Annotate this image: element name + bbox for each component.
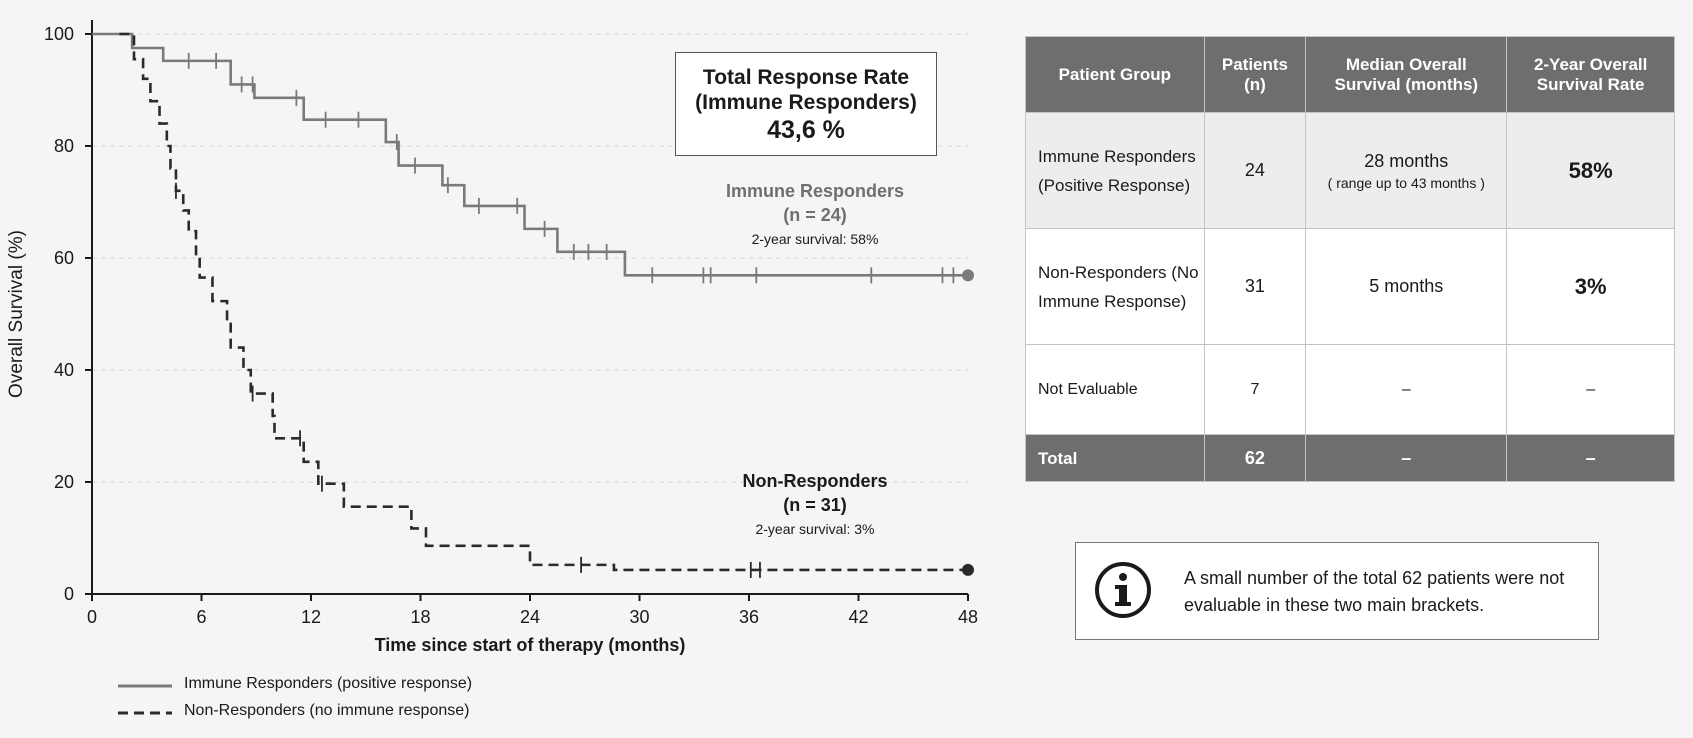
total-patients: 62 xyxy=(1203,434,1307,482)
x-tick-label: 12 xyxy=(301,607,321,627)
annotation-nonresponders-n: (n = 31) xyxy=(783,495,847,515)
summary-table: Patient Group Patients (n) Median Overal… xyxy=(1025,36,1675,482)
row-rate: 58% xyxy=(1506,112,1675,229)
table-row: Immune Responders (Positive Response) 24… xyxy=(1025,112,1675,229)
endpoint-marker-nonresponders xyxy=(962,563,974,576)
info-note: A small number of the total 62 patients … xyxy=(1075,542,1599,640)
annotation-responders-title: Immune Responders xyxy=(726,181,904,201)
x-tick-label: 48 xyxy=(958,607,978,627)
table-row: Non-Responders (No Immune Response) 31 5… xyxy=(1025,228,1675,345)
total-label: Total xyxy=(1025,434,1205,482)
row-median: – xyxy=(1305,344,1508,435)
survival-curve-responders xyxy=(92,32,968,277)
total-median: – xyxy=(1305,434,1508,482)
row-group: Non-Responders (No Immune Response) xyxy=(1025,228,1205,345)
row-median-value: 28 months xyxy=(1364,150,1449,171)
legend-swatch-responders xyxy=(118,684,172,688)
table-header-row: Patient Group Patients (n) Median Overal… xyxy=(1025,36,1675,113)
x-axis-label: Time since start of therapy (months) xyxy=(375,635,686,655)
info-note-text: A small number of the total 62 patients … xyxy=(1184,568,1565,615)
row-median: 28 months ( range up to 43 months ) xyxy=(1305,112,1508,229)
y-tick-label: 40 xyxy=(54,360,74,380)
row-median-note: ( range up to 43 months ) xyxy=(1327,174,1485,191)
row-median: 5 months xyxy=(1305,228,1508,345)
annotation-nonresponders-title: Non-Responders xyxy=(742,471,887,491)
x-tick-label: 30 xyxy=(629,607,649,627)
row-patients: 24 xyxy=(1203,112,1307,229)
legend-label-responders: Immune Responders (positive response) xyxy=(184,675,473,692)
x-tick-label: 36 xyxy=(739,607,759,627)
header-two-year-rate: 2-Year Overall Survival Rate xyxy=(1506,36,1675,113)
y-tick-label: 0 xyxy=(64,584,74,604)
response-rate-box: Total Response Rate (Immune Responders) … xyxy=(675,52,937,156)
endpoint-marker-responders xyxy=(962,269,974,282)
annotation-responders-n: (n = 24) xyxy=(783,205,847,225)
response-rate-value: 43,6 % xyxy=(767,116,845,144)
response-rate-title: Total Response Rate (Immune Responders) xyxy=(695,66,917,114)
row-rate: – xyxy=(1506,344,1675,435)
x-tick-label: 6 xyxy=(196,607,206,627)
x-tick-label: 42 xyxy=(848,607,868,627)
row-patients: 31 xyxy=(1203,228,1307,345)
row-rate: 3% xyxy=(1506,228,1675,345)
header-median-survival: Median Overall Survival (months) xyxy=(1305,36,1508,113)
header-patient-group: Patient Group xyxy=(1025,36,1205,113)
row-group: Not Evaluable xyxy=(1025,344,1205,435)
y-tick-label: 60 xyxy=(54,248,74,268)
table-total-row: Total 62 – – xyxy=(1025,434,1675,482)
x-tick-label: 24 xyxy=(520,607,540,627)
annotation-nonresponders-survival: 2-year survival: 3% xyxy=(755,521,874,537)
survival-chart: 0 6 12 18 24 30 36 42 48 0 20 40 60 80 100 Time since s… xyxy=(6,20,978,655)
y-tick-label: 20 xyxy=(54,472,74,492)
y-axis-label: Overall Survival (%) xyxy=(6,230,27,398)
table-row: Not Evaluable 7 – – xyxy=(1025,344,1675,435)
total-rate: – xyxy=(1506,434,1675,482)
x-tick-label: 18 xyxy=(410,607,430,627)
y-tick-label: 100 xyxy=(44,24,74,44)
legend-label-nonresponders: Non-Responders (no immune response) xyxy=(184,702,470,719)
summary-table-wrap: Patient Group Patients (n) Median Overal… xyxy=(1025,36,1675,482)
row-patients: 7 xyxy=(1203,344,1307,435)
header-patients: Patients (n) xyxy=(1203,36,1307,113)
info-icon xyxy=(1095,562,1151,618)
y-tick-label: 80 xyxy=(54,136,74,156)
row-group: Immune Responders (Positive Response) xyxy=(1025,112,1205,229)
x-tick-label: 0 xyxy=(87,607,97,627)
survival-curve-nonresponders xyxy=(119,32,968,572)
legend-swatch-nonresponders xyxy=(118,711,172,715)
annotation-responders-survival: 2-year survival: 58% xyxy=(752,231,879,247)
